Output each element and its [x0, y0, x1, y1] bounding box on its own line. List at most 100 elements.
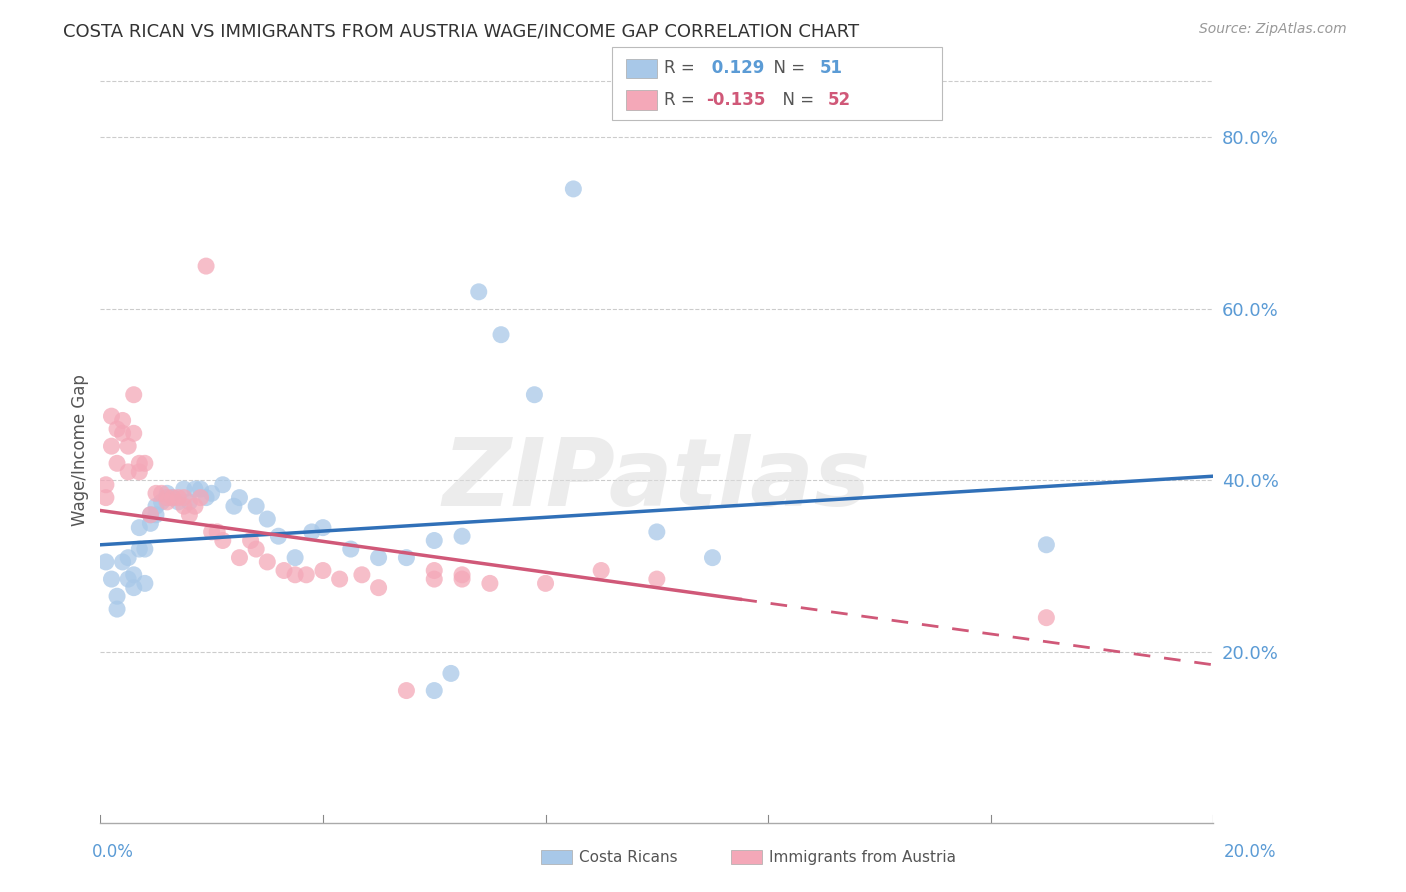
Point: [117, 439, 139, 453]
Point: [350, 567, 373, 582]
Text: N =: N =: [772, 91, 820, 109]
Point: [117, 572, 139, 586]
Point: [162, 491, 184, 505]
Text: 51: 51: [820, 59, 842, 77]
Y-axis label: Wage/Income Gap: Wage/Income Gap: [72, 375, 89, 526]
Point: [173, 499, 195, 513]
Point: [100, 439, 122, 453]
Point: [367, 550, 389, 565]
Point: [105, 422, 128, 436]
Point: [395, 550, 418, 565]
Point: [190, 482, 212, 496]
Point: [122, 581, 145, 595]
Point: [156, 486, 179, 500]
Point: [156, 495, 179, 509]
Point: [100, 409, 122, 424]
Text: R =: R =: [664, 59, 700, 77]
Point: [312, 521, 335, 535]
Text: N =: N =: [763, 59, 811, 77]
Point: [591, 564, 613, 578]
Point: [184, 499, 207, 513]
Text: Immigrants from Austria: Immigrants from Austria: [769, 850, 956, 864]
Point: [534, 576, 557, 591]
Text: 0.129: 0.129: [706, 59, 765, 77]
Point: [205, 524, 228, 539]
Point: [134, 456, 156, 470]
Point: [228, 491, 250, 505]
Text: -0.135: -0.135: [706, 91, 765, 109]
Point: [211, 533, 233, 548]
Point: [329, 572, 352, 586]
Point: [451, 529, 474, 543]
Point: [184, 482, 207, 496]
Point: [100, 572, 122, 586]
Point: [295, 567, 318, 582]
Point: [128, 456, 150, 470]
Point: [150, 486, 173, 500]
Point: [162, 491, 184, 505]
Point: [211, 477, 233, 491]
Point: [134, 576, 156, 591]
Text: R =: R =: [664, 91, 700, 109]
Point: [167, 495, 190, 509]
Point: [94, 555, 117, 569]
Point: [468, 285, 491, 299]
Point: [256, 512, 278, 526]
Point: [156, 491, 179, 505]
Point: [245, 499, 267, 513]
Point: [523, 388, 546, 402]
Point: [451, 567, 474, 582]
Point: [423, 533, 446, 548]
Point: [122, 388, 145, 402]
Point: [201, 486, 224, 500]
Point: [117, 465, 139, 479]
Point: [395, 683, 418, 698]
Point: [105, 589, 128, 603]
Point: [301, 524, 323, 539]
Point: [122, 426, 145, 441]
Point: [139, 516, 162, 531]
Text: COSTA RICAN VS IMMIGRANTS FROM AUSTRIA WAGE/INCOME GAP CORRELATION CHART: COSTA RICAN VS IMMIGRANTS FROM AUSTRIA W…: [63, 22, 859, 40]
Point: [195, 259, 218, 273]
Point: [111, 555, 134, 569]
Point: [94, 477, 117, 491]
Point: [245, 542, 267, 557]
Point: [702, 550, 724, 565]
Point: [173, 491, 195, 505]
Point: [156, 491, 179, 505]
Point: [139, 508, 162, 522]
Point: [489, 327, 512, 342]
Text: ZIPatlas: ZIPatlas: [443, 434, 870, 526]
Point: [111, 413, 134, 427]
Point: [134, 542, 156, 557]
Point: [423, 564, 446, 578]
Point: [423, 572, 446, 586]
Point: [239, 533, 262, 548]
Point: [105, 456, 128, 470]
Point: [139, 508, 162, 522]
Point: [267, 529, 290, 543]
Point: [167, 491, 190, 505]
Point: [111, 426, 134, 441]
Point: [423, 683, 446, 698]
Point: [145, 508, 167, 522]
Point: [222, 499, 245, 513]
Point: [284, 550, 307, 565]
Point: [128, 542, 150, 557]
Point: [145, 486, 167, 500]
Point: [228, 550, 250, 565]
Point: [256, 555, 278, 569]
Point: [150, 495, 173, 509]
Point: [562, 182, 585, 196]
Point: [179, 495, 201, 509]
Point: [645, 572, 668, 586]
Point: [339, 542, 361, 557]
Point: [1035, 538, 1057, 552]
Point: [312, 564, 335, 578]
Point: [105, 602, 128, 616]
Point: [440, 666, 463, 681]
Point: [128, 521, 150, 535]
Point: [201, 524, 224, 539]
Point: [173, 482, 195, 496]
Text: 52: 52: [828, 91, 851, 109]
